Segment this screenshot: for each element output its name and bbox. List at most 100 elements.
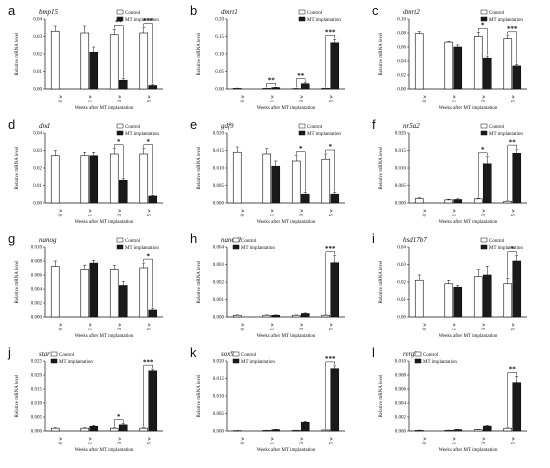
gene-title: nr5a2	[403, 122, 420, 130]
significance-bracket	[143, 258, 153, 308]
panel-letter: h	[190, 231, 197, 246]
x-tick-label: 3 w	[300, 323, 305, 331]
y-tick-label: 0.20	[215, 18, 224, 23]
panel-letter: e	[190, 117, 197, 132]
bar-treatment	[482, 274, 492, 318]
bar-treatment	[453, 46, 463, 90]
significance-stars: ***	[507, 25, 518, 33]
y-axis-label: Relative mRNA level	[379, 374, 384, 418]
legend-swatch-treatment	[232, 358, 240, 364]
legend-label: MT implantation	[125, 246, 159, 251]
bar-control	[262, 88, 272, 90]
bar-treatment	[271, 314, 281, 318]
y-tick-label: 0.000	[395, 430, 407, 435]
significance-stars: ***	[143, 358, 154, 366]
legend-swatch-treatment	[480, 16, 488, 22]
legend-label: Control	[125, 125, 141, 130]
bar-control	[139, 153, 149, 204]
significance-bracket	[325, 35, 335, 88]
bar-control	[503, 283, 513, 318]
x-axis-label: Weeks after MT implantation	[75, 220, 134, 225]
x-tick-label: 1 w	[88, 437, 93, 445]
y-tick-label: 0.005	[213, 412, 225, 417]
x-tick-label: 0 w	[423, 437, 428, 445]
x-tick-label: 0 w	[59, 437, 64, 445]
y-tick-label: 0.000	[395, 202, 407, 207]
bar-control	[80, 269, 90, 318]
y-tick-label: 0.00	[397, 316, 406, 321]
significance-bracket	[296, 151, 306, 192]
y-tick-label: 0.004	[31, 288, 43, 293]
y-tick-label: 0.01	[33, 184, 42, 189]
y-tick-label: 0.000	[31, 316, 43, 321]
significance-bracket	[296, 78, 306, 88]
bar-control	[473, 36, 483, 90]
legend-label: MT implantation	[241, 360, 275, 365]
y-axis-label: Relative mRNA level	[15, 146, 20, 190]
bar-control	[473, 429, 483, 432]
bar-treatment	[89, 262, 99, 318]
y-tick-label: 0.08	[397, 32, 406, 37]
bar-control	[139, 427, 149, 432]
y-tick-label: 0.020	[213, 132, 225, 137]
x-tick-label: 0 w	[423, 95, 428, 103]
bar-treatment	[453, 286, 463, 318]
y-tick-label: 0.04	[33, 18, 42, 23]
legend-swatch-control	[232, 237, 240, 243]
significance-bracket	[507, 251, 517, 278]
y-tick-label: 0.015	[213, 149, 225, 154]
y-tick-label: 0.05	[215, 70, 224, 75]
bar-treatment	[330, 368, 340, 432]
bar-control	[321, 88, 331, 90]
bar-control	[80, 155, 90, 204]
x-tick-label: 5 w	[511, 323, 516, 331]
x-tick-label: 5 w	[329, 437, 334, 445]
legend-label: Control	[489, 239, 505, 244]
x-tick-label: 1 w	[88, 95, 93, 103]
legend-swatch-treatment	[414, 358, 422, 364]
x-axis-label: Weeks after MT implantation	[75, 448, 134, 453]
panel-j: j star Relative mRNA level 0.000 0.005 0.010 0…	[7, 345, 163, 453]
legend-label: MT implantation	[59, 360, 93, 365]
y-tick-label: 0.02	[397, 74, 406, 79]
y-tick-label: 0.005	[213, 184, 225, 189]
significance-bracket	[143, 364, 153, 427]
bar-control	[139, 267, 149, 318]
bar-control	[321, 429, 331, 432]
legend-swatch-treatment	[480, 130, 488, 136]
panel-letter: k	[190, 345, 197, 360]
y-tick-label: 0.004	[395, 402, 407, 407]
legend-label: Control	[489, 125, 505, 130]
legend-swatch-treatment	[116, 16, 124, 22]
legend-swatch-control	[480, 123, 488, 129]
significance-bracket	[325, 149, 335, 192]
y-tick-label: 0.10	[215, 53, 224, 58]
bar-control	[232, 151, 242, 204]
significance-stars: *	[147, 138, 151, 146]
bar-control	[50, 427, 60, 432]
x-tick-label: 0 w	[241, 95, 246, 103]
legend-label: Control	[489, 11, 505, 16]
gene-title: sox9	[221, 350, 234, 358]
legend-label: MT implantation	[423, 360, 457, 365]
x-tick-label: 3 w	[300, 209, 305, 217]
x-tick-label: 5 w	[329, 323, 334, 331]
panel-letter: i	[372, 231, 375, 246]
y-tick-label: 0.00	[215, 88, 224, 93]
y-tick-label: 0.02	[397, 281, 406, 286]
y-axis-label: Relative mRNA level	[379, 32, 384, 76]
panel-k: k sox9 Relative mRNA level 0.000 0.005 0.010 0…	[190, 345, 345, 453]
bar-treatment	[300, 83, 310, 90]
bar-control	[291, 314, 301, 318]
x-axis-label: Weeks after MT implantation	[257, 448, 316, 453]
bar-treatment	[300, 193, 310, 204]
y-tick-label: 0.004	[213, 246, 225, 251]
legend-label: MT implantation	[241, 246, 275, 251]
significance-stars: ***	[143, 17, 154, 25]
gene-title: star	[39, 350, 50, 358]
x-tick-label: 3 w	[482, 437, 487, 445]
significance-bracket	[143, 23, 153, 84]
bar-treatment	[271, 87, 281, 90]
y-tick-label: 0.006	[31, 274, 43, 279]
bar-control	[139, 32, 149, 90]
